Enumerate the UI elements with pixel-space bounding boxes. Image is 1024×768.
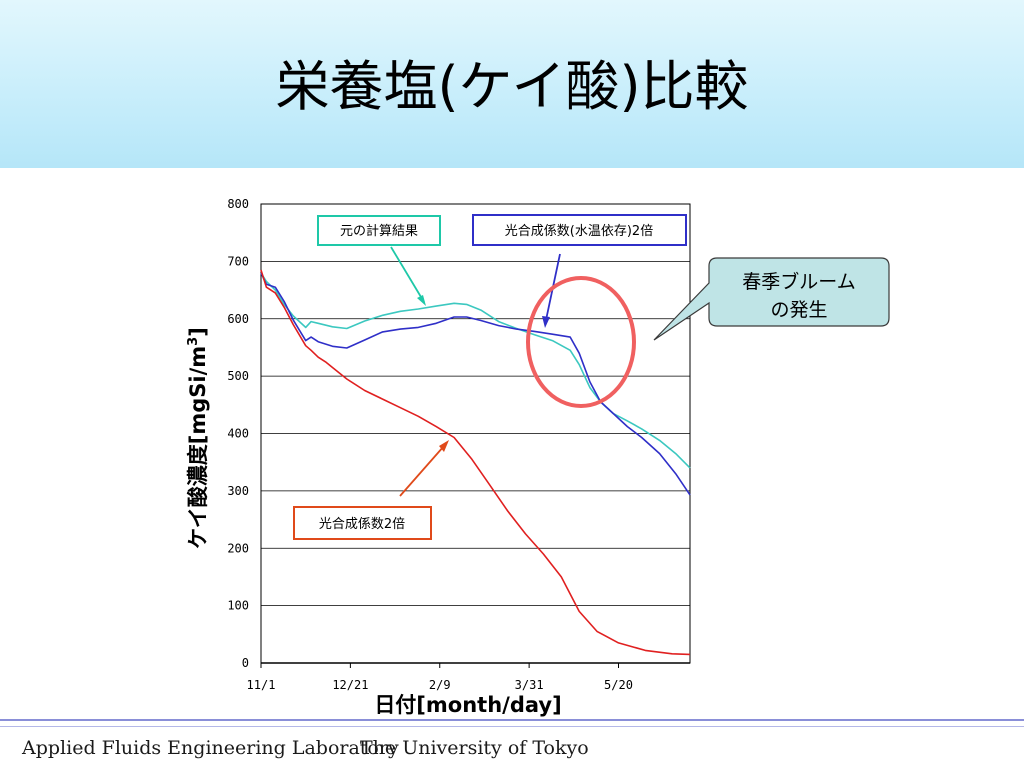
series-line-2 xyxy=(260,269,691,656)
callout-line-1: 春季ブルーム xyxy=(742,270,855,293)
annotation-box-photo xyxy=(293,506,432,540)
footer-lab-name: Applied Fluids Engineering Laboratory xyxy=(22,737,399,759)
annotation-label-original: 元の計算結果 xyxy=(340,223,418,239)
y-tick-label: 700 xyxy=(227,254,249,268)
y-axis-title-sup: 3 xyxy=(186,337,201,346)
spring-bloom-circle xyxy=(526,276,636,408)
annotation-arrowhead-photo xyxy=(439,440,449,452)
x-axis-title: 日付[month/day] xyxy=(374,693,561,717)
annotation-label-temp: 光合成係数(水温依存)2倍 xyxy=(505,224,653,239)
callout-line-2: の発生 xyxy=(770,299,827,321)
x-tick-label: 3/31 xyxy=(515,678,544,692)
y-axis-title: ケイ酸濃度[mgSi/m3] xyxy=(186,327,210,549)
annotation-label-photo: 光合成係数2倍 xyxy=(319,517,405,532)
footer-divider-thin xyxy=(0,726,1024,727)
y-tick-label: 600 xyxy=(227,312,249,326)
y-tick-labels: 0 100 200 300 400 500 600 700 800 xyxy=(227,197,249,670)
annotation-arrowhead-original xyxy=(417,295,426,306)
y-tick-label: 800 xyxy=(227,197,249,211)
y-axis-title-main: ケイ酸濃度[mgSi/m xyxy=(186,346,210,549)
x-tick-label: 5/20 xyxy=(604,678,633,692)
y-tick-label: 300 xyxy=(227,484,249,498)
annotation-arrowhead-temp xyxy=(542,316,550,328)
title-banner xyxy=(0,0,1024,168)
footer-divider xyxy=(0,719,1024,721)
svg-text:ケイ酸濃度[mgSi/m3]: ケイ酸濃度[mgSi/m3] xyxy=(186,327,210,549)
y-tick-label: 500 xyxy=(227,369,249,383)
y-tick-label: 100 xyxy=(227,599,249,613)
annotation-arrow-photo xyxy=(399,445,445,497)
x-tick-label: 12/21 xyxy=(332,678,368,692)
x-tick-label: 11/1 xyxy=(247,678,276,692)
y-tick-label: 400 xyxy=(227,427,249,441)
x-tick-label: 2/9 xyxy=(429,678,451,692)
series-lines xyxy=(260,269,691,656)
annotation-box-original xyxy=(317,215,441,246)
series-line-1 xyxy=(260,272,691,496)
y-axis-title-tail: ] xyxy=(186,327,210,337)
footer-university: The University of Tokyo xyxy=(360,737,589,759)
spring-bloom-callout xyxy=(653,257,890,341)
grid-lines xyxy=(260,203,691,668)
slide-title: 栄養塩(ケイ酸)比較 xyxy=(275,55,749,118)
annotation-box-temp xyxy=(472,214,687,246)
annotation-arrow-original xyxy=(390,246,425,303)
y-tick-label: 200 xyxy=(227,541,249,555)
x-tick-labels: 11/1 12/21 2/9 3/31 5/20 xyxy=(247,678,633,692)
y-tick-label: 0 xyxy=(242,656,249,670)
